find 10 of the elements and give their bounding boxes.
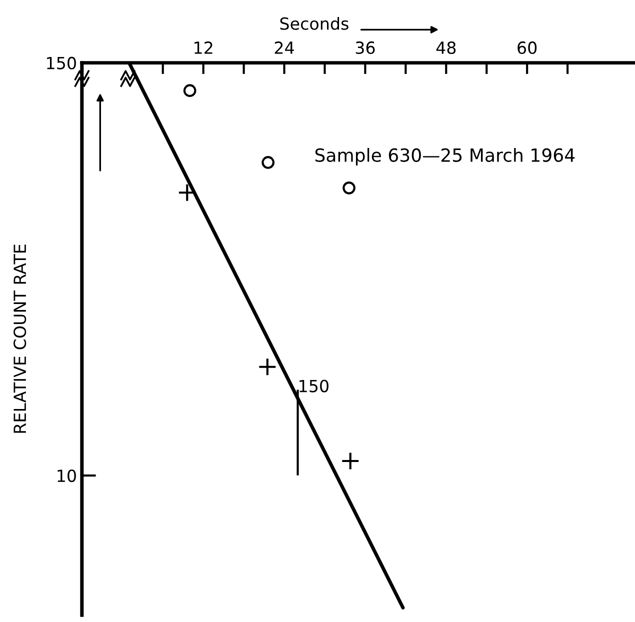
x-tick-label: 60 — [518, 41, 537, 54]
annotation: 150 — [300, 380, 328, 392]
x-tick-label: 48 — [436, 41, 456, 54]
x-tick-label: 12 — [194, 41, 212, 54]
annotation: Sample 630—25 March 1964 — [315, 148, 575, 166]
x-tick-label: 24 — [274, 41, 294, 54]
y-axis-title: RELATIVE COUNT RATE — [14, 244, 26, 433]
x-axis-title: Seconds — [280, 17, 348, 30]
y-tick-label: 10 — [58, 469, 76, 482]
x-tick-label: 36 — [356, 41, 375, 54]
